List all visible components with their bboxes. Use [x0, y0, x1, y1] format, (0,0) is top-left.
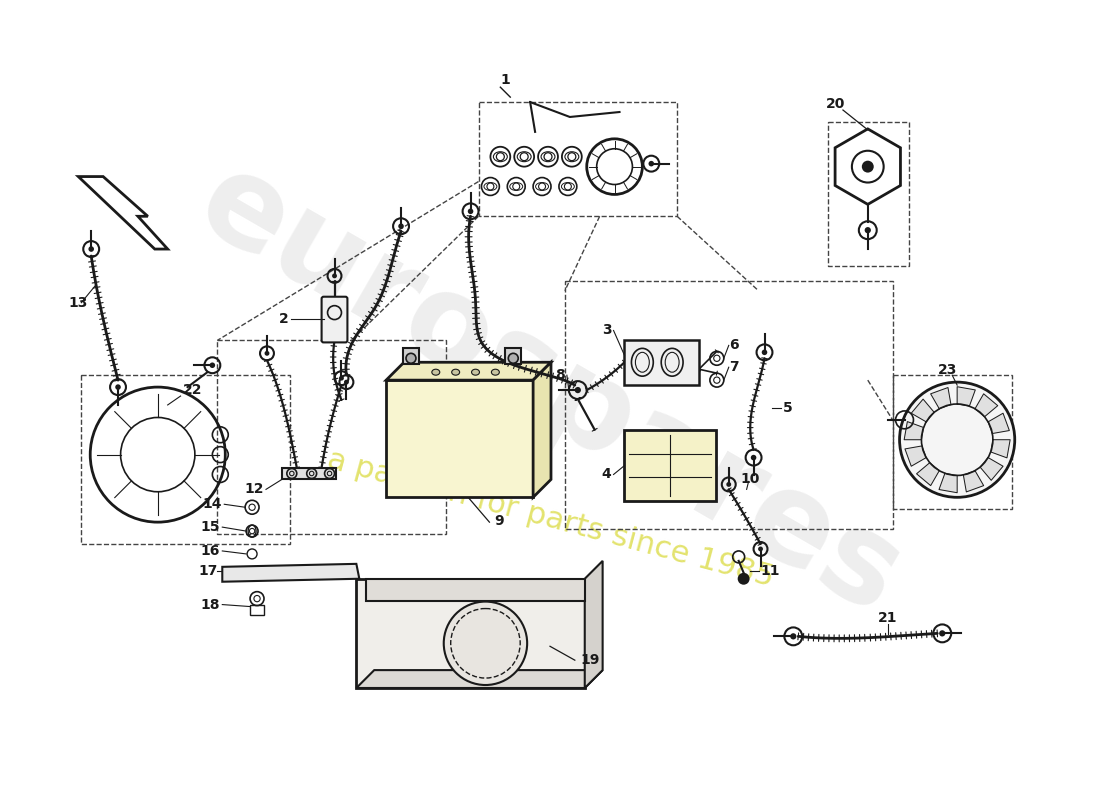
Circle shape: [574, 387, 581, 393]
FancyBboxPatch shape: [321, 297, 348, 342]
Text: 1: 1: [500, 74, 510, 87]
FancyBboxPatch shape: [386, 380, 534, 498]
Circle shape: [900, 382, 1014, 498]
Polygon shape: [988, 414, 1010, 434]
Text: a passion for parts since 1985: a passion for parts since 1985: [323, 446, 777, 593]
Ellipse shape: [406, 354, 416, 363]
Polygon shape: [980, 458, 1003, 480]
Text: 20: 20: [826, 97, 846, 111]
Circle shape: [264, 351, 270, 356]
Text: 8: 8: [556, 368, 565, 382]
Circle shape: [88, 246, 94, 252]
Polygon shape: [585, 561, 603, 688]
Text: 7: 7: [728, 360, 738, 374]
Polygon shape: [222, 564, 360, 582]
Text: 19: 19: [580, 653, 600, 667]
Text: 9: 9: [494, 514, 504, 528]
Polygon shape: [939, 474, 957, 493]
Circle shape: [726, 482, 732, 487]
Text: 13: 13: [68, 296, 88, 310]
Text: 11: 11: [760, 564, 780, 578]
Circle shape: [751, 455, 757, 460]
Polygon shape: [356, 670, 603, 688]
Ellipse shape: [472, 370, 480, 375]
Text: 12: 12: [244, 482, 264, 496]
Polygon shape: [911, 399, 934, 422]
Ellipse shape: [492, 370, 499, 375]
Polygon shape: [964, 470, 983, 492]
Circle shape: [758, 546, 763, 551]
FancyBboxPatch shape: [356, 578, 585, 688]
FancyBboxPatch shape: [403, 348, 419, 364]
Polygon shape: [957, 386, 976, 406]
Text: 15: 15: [201, 520, 220, 534]
Circle shape: [939, 630, 945, 637]
Ellipse shape: [432, 370, 440, 375]
Polygon shape: [534, 362, 551, 498]
Polygon shape: [991, 440, 1010, 458]
Text: 23: 23: [937, 363, 957, 378]
Circle shape: [865, 227, 871, 234]
Circle shape: [116, 384, 121, 390]
Text: 4: 4: [602, 467, 612, 482]
FancyBboxPatch shape: [625, 341, 698, 385]
Circle shape: [761, 350, 768, 355]
Circle shape: [339, 376, 344, 381]
Circle shape: [332, 274, 337, 278]
Polygon shape: [916, 462, 939, 486]
Text: eurospares: eurospares: [177, 140, 923, 640]
FancyBboxPatch shape: [505, 348, 521, 364]
Polygon shape: [386, 362, 551, 380]
Polygon shape: [975, 394, 998, 417]
Text: 2: 2: [279, 311, 289, 326]
Text: 17: 17: [198, 564, 218, 578]
Text: 6: 6: [728, 338, 738, 352]
Text: 3: 3: [602, 323, 612, 338]
FancyBboxPatch shape: [366, 578, 585, 601]
Circle shape: [443, 602, 527, 685]
Text: 10: 10: [741, 473, 760, 486]
Circle shape: [738, 573, 749, 585]
Ellipse shape: [452, 370, 460, 375]
Circle shape: [649, 161, 654, 166]
Text: 16: 16: [201, 544, 220, 558]
Text: 18: 18: [201, 598, 220, 611]
Circle shape: [861, 161, 873, 173]
Text: 22: 22: [183, 383, 202, 397]
Polygon shape: [904, 422, 924, 440]
Circle shape: [398, 223, 404, 229]
FancyBboxPatch shape: [625, 430, 716, 502]
Circle shape: [790, 634, 796, 639]
FancyBboxPatch shape: [282, 467, 337, 479]
Circle shape: [344, 380, 349, 385]
Polygon shape: [905, 446, 926, 466]
Ellipse shape: [508, 354, 518, 363]
Circle shape: [210, 362, 216, 368]
Polygon shape: [931, 387, 952, 409]
Text: 21: 21: [878, 611, 898, 626]
Text: 14: 14: [202, 498, 222, 511]
Text: 5: 5: [783, 401, 793, 415]
Circle shape: [468, 209, 473, 214]
